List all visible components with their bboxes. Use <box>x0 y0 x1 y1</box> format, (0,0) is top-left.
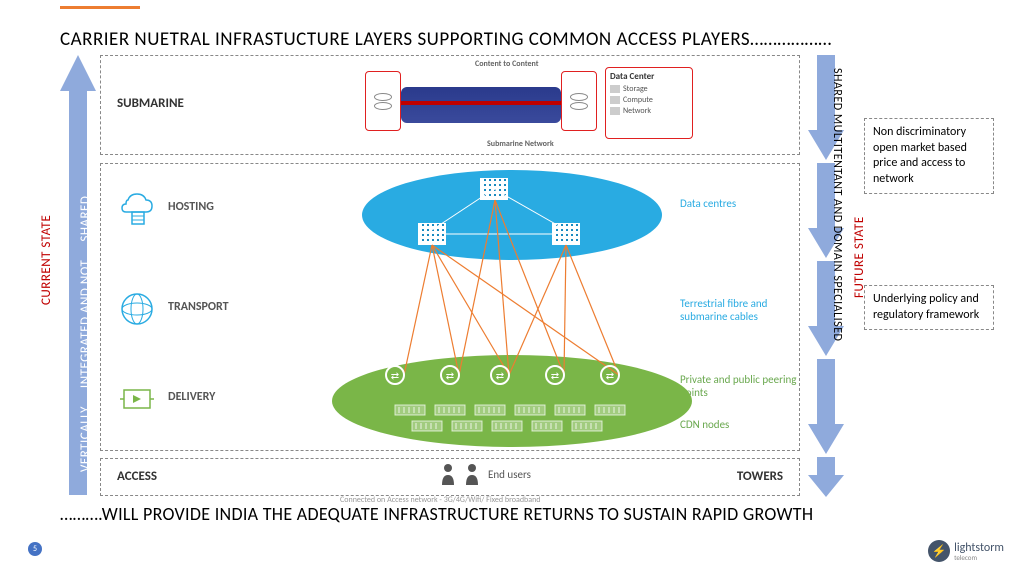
logo-icon: ⚡ <box>928 540 950 562</box>
data-centre-icon <box>480 178 508 200</box>
person-icon <box>464 463 480 485</box>
accent-bar <box>60 6 140 9</box>
submarine-graphic: Content to Content Data Center Storage C… <box>365 67 695 147</box>
person-icon <box>440 463 456 485</box>
hosting-label: HOSTING <box>168 200 214 214</box>
end-users-label: End users <box>488 468 531 481</box>
delivery-label: DELIVERY <box>168 390 215 404</box>
submarine-endpoint-right <box>561 71 597 131</box>
hosting-cloud <box>362 170 662 260</box>
towers-label: TOWERS <box>737 469 783 484</box>
transport-icon <box>118 290 156 328</box>
peering-annotation: Private and public peering points <box>680 373 800 399</box>
current-state-label: CURRENT STATE <box>39 215 54 305</box>
page-number: 5 <box>28 542 42 556</box>
submarine-wave <box>401 87 561 123</box>
delivery-icon <box>118 380 156 418</box>
submarine-network-label: Submarine Network <box>487 139 554 149</box>
cdn-annotation: CDN nodes <box>680 418 729 431</box>
logo-text: lightstorm telecom <box>954 542 1004 561</box>
infrastructure-diagram: SUBMARINE Content to Content Data Center… <box>100 55 800 495</box>
access-network-caption: Connected on Access network - 3G/4G/Wifi… <box>340 495 540 505</box>
submarine-endpoint-left <box>365 71 401 131</box>
submarine-label: SUBMARINE <box>117 96 184 111</box>
access-label: ACCESS <box>117 469 157 484</box>
logo: ⚡ lightstorm telecom <box>928 540 1004 562</box>
content-to-content-label: Content to Content <box>475 59 539 69</box>
policy-framework-box: Underlying policy and regulatory framewo… <box>864 285 994 330</box>
data-centre-icon <box>418 223 446 245</box>
data-centres-annotation: Data centres <box>680 197 736 210</box>
slide-title: CARRIER NUETRAL INFRASTUCTURE LAYERS SUP… <box>60 28 832 51</box>
hosting-icon <box>118 190 156 228</box>
data-center-legend: Data Center Storage Compute Network <box>605 67 693 139</box>
end-users-graphic: End users <box>440 463 531 485</box>
shared-multitenant-label: SHARED MULTITENTANT AND DOMAIN SPECIALIS… <box>830 68 844 341</box>
slide-footer: ……….WILL PROVIDE INDIA THE ADEQUATE INFR… <box>60 503 813 525</box>
transport-label: TRANSPORT <box>168 300 229 314</box>
submarine-cable <box>401 101 561 105</box>
delivery-cloud <box>332 355 692 447</box>
data-centre-icon <box>552 223 580 245</box>
market-price-box: Non discriminatory open market based pri… <box>864 118 994 194</box>
vertically-integrated-label: VERTICALLYINTEGRATED AND NOTSHARED <box>78 196 93 472</box>
terrestrial-annotation: Terrestrial fibre and submarine cables <box>680 297 800 323</box>
